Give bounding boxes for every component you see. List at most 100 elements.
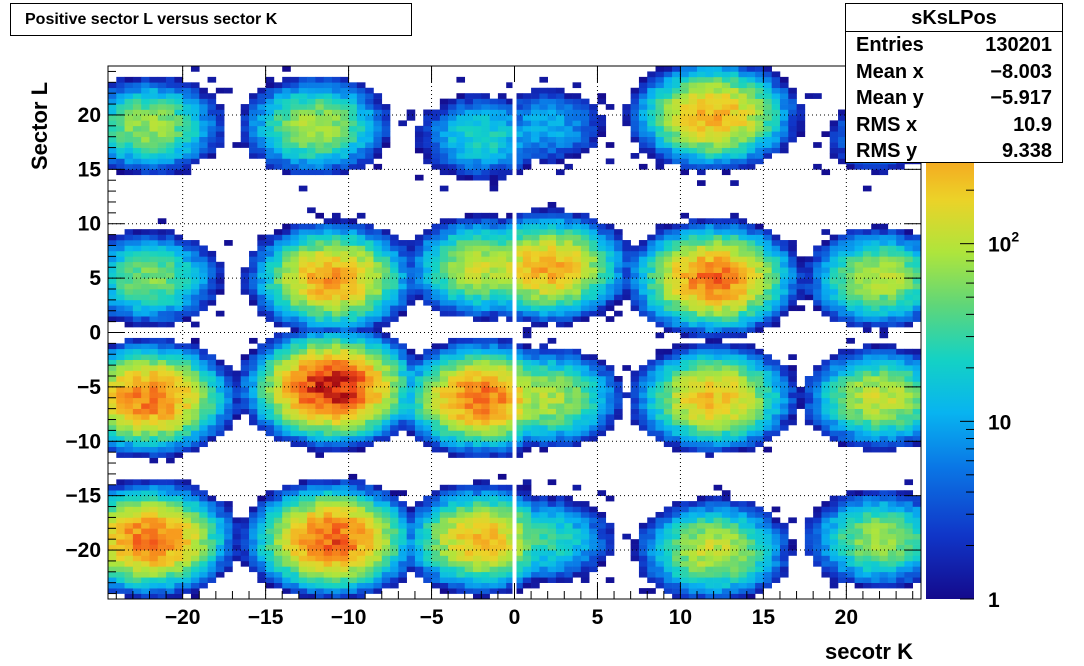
heatmap-cell [539, 272, 548, 279]
heatmap-cell [398, 256, 407, 263]
heatmap-cell [249, 250, 258, 257]
heatmap-cell [622, 114, 631, 121]
heatmap-cell [348, 348, 358, 355]
heatmap-cell [398, 424, 407, 431]
heatmap-cell [331, 158, 341, 165]
heatmap-cell [282, 582, 291, 589]
heatmap-cell [423, 555, 432, 562]
heatmap-cell [481, 452, 490, 458]
heatmap-cell [340, 223, 349, 230]
heatmap-cell [282, 66, 291, 72]
heatmap-cell [647, 283, 656, 290]
heatmap-cell [315, 104, 324, 110]
heatmap-cell [672, 376, 681, 382]
heatmap-cell [199, 120, 208, 127]
heatmap-cell [663, 539, 673, 545]
heatmap-cell [340, 310, 349, 317]
heatmap-cell [141, 229, 150, 235]
heatmap-cell [539, 511, 548, 518]
heatmap-cell [315, 403, 324, 409]
heatmap-cell [489, 397, 499, 404]
heatmap-cell [439, 131, 449, 138]
heatmap-cell [315, 223, 324, 230]
heatmap-cell [473, 566, 482, 573]
heatmap-cell [564, 539, 573, 545]
heatmap-cell [655, 299, 665, 306]
heatmap-cell [190, 419, 200, 426]
heatmap-cell [423, 278, 432, 284]
heatmap-cell [672, 114, 681, 121]
heatmap-cell [331, 495, 341, 502]
heatmap-cell [141, 169, 150, 176]
heatmap-cell [340, 267, 349, 273]
heatmap-cell [514, 397, 524, 404]
heatmap-cell [564, 441, 573, 448]
heatmap-cell [572, 550, 582, 556]
heatmap-cell [572, 348, 582, 355]
heatmap-cell [356, 419, 366, 426]
heatmap-cell [514, 430, 524, 437]
heatmap-cell [697, 76, 706, 83]
heatmap-cell [489, 501, 499, 507]
heatmap-cell [572, 261, 582, 268]
heatmap-cell [141, 104, 150, 110]
heatmap-cell [473, 234, 482, 241]
heatmap-cell [572, 566, 582, 573]
heatmap-cell [464, 577, 474, 583]
heatmap-cell [663, 136, 673, 143]
heatmap-cell [356, 414, 366, 420]
heatmap-cell [473, 136, 482, 143]
heatmap-cell [174, 158, 183, 165]
heatmap-cell [174, 267, 183, 273]
heatmap-cell [166, 87, 175, 94]
heatmap-cell [647, 370, 656, 377]
heatmap-cell [240, 354, 250, 360]
heatmap-cell [149, 359, 159, 366]
heatmap-cell [539, 223, 548, 230]
heatmap-cell [589, 359, 598, 366]
heatmap-cell [655, 245, 665, 252]
heatmap-cell [199, 136, 208, 143]
heatmap-cell [124, 169, 134, 176]
heatmap-cell [257, 566, 266, 573]
heatmap-cell [307, 501, 316, 507]
heatmap-cell [448, 261, 457, 268]
heatmap-cell [481, 354, 490, 360]
heatmap-cell [331, 571, 341, 578]
heatmap-cell [473, 588, 482, 594]
heatmap-cell [456, 218, 466, 225]
heatmap-cell [555, 419, 565, 426]
heatmap-cell [439, 511, 449, 518]
heatmap-cell [647, 125, 656, 132]
heatmap-cell [215, 506, 225, 513]
heatmap-cell [340, 283, 349, 290]
heatmap-cell [132, 435, 142, 442]
heatmap-cell [207, 93, 217, 99]
heatmap-cell [373, 571, 383, 578]
heatmap-cell [456, 408, 466, 415]
heatmap-cell [638, 261, 648, 268]
heatmap-cell [323, 560, 333, 567]
heatmap-cell [215, 142, 225, 148]
heatmap-cell [240, 288, 250, 295]
heatmap-cell [506, 229, 515, 235]
heatmap-cell [414, 392, 424, 399]
heatmap-cell [497, 392, 507, 399]
heatmap-cell [522, 419, 532, 426]
heatmap-cell [663, 147, 673, 154]
heatmap-cell [705, 370, 714, 377]
heatmap-cell [473, 522, 482, 529]
heatmap-cell [149, 419, 159, 426]
heatmap-cell [323, 305, 333, 312]
heatmap-cell [356, 365, 366, 371]
heatmap-cell [166, 397, 175, 404]
heatmap-cell [257, 539, 266, 545]
heatmap-cell [514, 414, 524, 420]
heatmap-cell [638, 288, 648, 295]
heatmap-cell [290, 310, 300, 317]
heatmap-cell [381, 120, 391, 127]
heatmap-cell [348, 408, 358, 415]
heatmap-cell [555, 577, 565, 583]
heatmap-cell [547, 98, 557, 105]
heatmap-cell [506, 158, 515, 165]
